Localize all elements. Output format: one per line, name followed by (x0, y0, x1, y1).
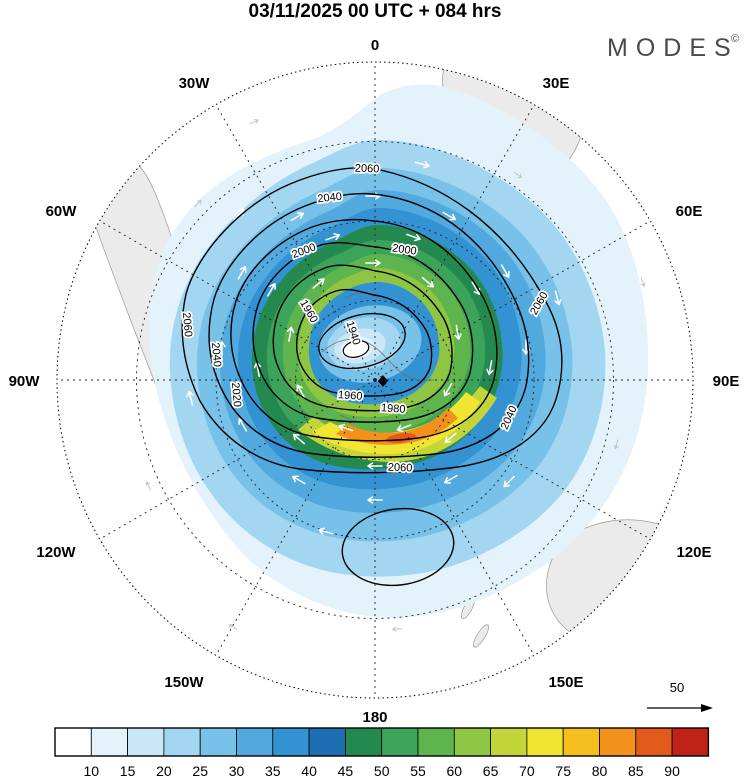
contour-label: 1960 (338, 389, 363, 403)
lon-label-120e: 120E (676, 544, 711, 561)
lon-label-150w: 150W (164, 674, 204, 691)
meridian-line (374, 379, 651, 540)
graticule (57, 62, 693, 698)
colorbar-cell (163, 727, 201, 757)
contour-2020 (230, 218, 498, 442)
colorbar: 10 15 20 25 30 35 40 45 50 55 60 65 70 7… (54, 727, 710, 779)
meridian-line (374, 104, 535, 381)
contour-label: 2060 (388, 462, 413, 475)
land-new-zealand-south (472, 624, 490, 648)
colorbar-cell (272, 727, 310, 757)
lon-label-30w: 30W (179, 75, 211, 92)
contour-2060 (181, 166, 563, 474)
height-contours (181, 166, 563, 587)
colorbar-cell (199, 727, 237, 757)
colorbar-cell (635, 727, 673, 757)
colorbar-cell (54, 727, 92, 757)
contour-1980 (272, 264, 453, 412)
weak-wind-arrow (227, 622, 239, 632)
lon-label-60e: 60E (676, 203, 703, 220)
meridian-line (99, 379, 376, 540)
colorbar-cell (344, 727, 383, 757)
meridian-line (215, 104, 376, 381)
colorbar-tick: 55 (410, 763, 426, 779)
lon-label-150e: 150E (548, 674, 583, 691)
colorbar-tick: 65 (483, 763, 499, 779)
meridian-line (374, 379, 535, 656)
weak-wind-arrow (248, 117, 260, 127)
lon-label-60w: 60W (46, 203, 78, 220)
coastline (344, 293, 379, 299)
contour-1960 (296, 288, 433, 397)
colorbar-tick: 45 (338, 763, 354, 779)
colorbar-cell (236, 727, 274, 757)
colorbar-tick: 25 (192, 763, 208, 779)
colorbar-cell (417, 727, 455, 757)
contour-1920 (342, 340, 370, 358)
modes-logo-mark: © (731, 33, 739, 45)
lon-label-90e: 90E (713, 373, 740, 390)
colorbar-cell (90, 727, 129, 757)
contour-label: 2000 (391, 242, 417, 257)
coastline (321, 338, 435, 381)
colorbar-tick: 60 (447, 763, 463, 779)
colorbar-cell (490, 727, 528, 757)
contour-2000 (252, 242, 474, 423)
colorbar-tick: 50 (374, 763, 390, 779)
colorbar-tick: 75 (555, 763, 571, 779)
colorbar-tick: 40 (301, 763, 317, 779)
colorbar-cell (562, 727, 600, 757)
colorbar-tick: 85 (628, 763, 644, 779)
lon-label-180: 180 (362, 709, 387, 726)
colorbar-tick: 35 (265, 763, 281, 779)
longitude-labels: 0 30E 60E 90E 120E 150E 180 150W 120W 90… (9, 37, 740, 726)
meridian-line (374, 220, 651, 381)
colorbar-tick: 70 (519, 763, 535, 779)
reference-vector-arrowhead (701, 704, 713, 712)
pole-marker (378, 375, 388, 387)
lon-label-30e: 30E (543, 75, 570, 92)
map-boundary-circle (56, 61, 694, 699)
latitude-circle (136, 141, 614, 619)
contour-label: 2040 (317, 191, 343, 205)
meridian-line (99, 220, 376, 381)
weak-wind-arrow (392, 626, 403, 632)
colorbar-tick: 10 (84, 763, 100, 779)
contour-label: 2060 (355, 163, 380, 176)
map-interior: 2060 2040 2000 2000 1960 1940 2060 2060 … (57, 62, 693, 698)
contour-label: 2040 (209, 342, 223, 367)
colorbar-frame (54, 727, 710, 757)
contour-label: 2060 (180, 312, 194, 337)
colorbar-cell (381, 727, 419, 757)
colorbar-tick: 20 (156, 763, 172, 779)
colorbar-cell (453, 727, 491, 757)
reference-vector: 50 (647, 680, 713, 712)
contour-1940 (318, 312, 406, 370)
modes-logo: MODES (607, 34, 739, 62)
reference-vector-label: 50 (670, 680, 684, 695)
colorbar-tick: 80 (592, 763, 608, 779)
page-title: 03/11/2025 00 UTC + 084 hrs (249, 1, 502, 22)
colorbar-cell (671, 727, 709, 757)
contour-label: 1980 (381, 402, 406, 416)
latitude-circle (215, 220, 535, 540)
colorbar-tick: 90 (664, 763, 680, 779)
lon-label-90w: 90W (9, 373, 41, 390)
colorbar-cell (526, 727, 564, 757)
lon-label-120w: 120W (36, 544, 76, 561)
meridian-line (215, 379, 376, 656)
colorbar-cell (599, 727, 637, 757)
colorbar-cell (308, 727, 346, 757)
colorbar-tick: 30 (229, 763, 245, 779)
weak-wind-arrow (144, 480, 153, 492)
colorbar-tick: 15 (120, 763, 136, 779)
wind-speed-shading (148, 84, 649, 618)
contour-label: 2020 (229, 382, 243, 407)
colorbar-cell (127, 727, 165, 757)
lon-label-0: 0 (371, 37, 379, 54)
contour-low-south (341, 507, 455, 587)
contour-2040 (208, 192, 530, 458)
